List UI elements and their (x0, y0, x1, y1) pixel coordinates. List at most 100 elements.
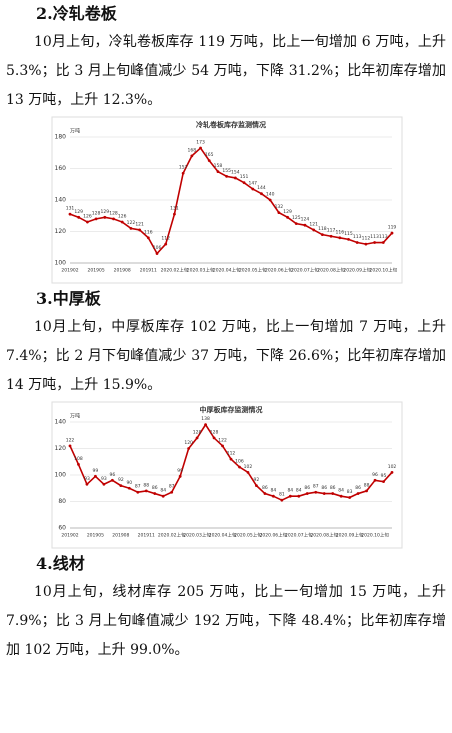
point (303, 223, 307, 227)
data-label: 84 (338, 488, 344, 494)
point (68, 444, 72, 448)
chart-frame (51, 116, 403, 284)
data-label: 116 (144, 229, 153, 235)
point (119, 484, 123, 487)
x-tick-label: 201902 (61, 268, 78, 274)
point (94, 217, 98, 221)
y-tick-label: 120 (55, 228, 67, 235)
point (102, 482, 106, 486)
point (146, 236, 150, 240)
point (77, 463, 80, 466)
data-label: 119 (388, 225, 397, 231)
point (280, 498, 284, 502)
point (338, 236, 342, 240)
x-tick-label: 201905 (87, 533, 104, 539)
x-tick-label: 201902 (61, 533, 78, 539)
data-label: 173 (196, 140, 205, 146)
data-label: 126 (83, 214, 92, 220)
data-label: 87 (169, 484, 175, 490)
data-label: 87 (135, 484, 141, 490)
x-tick-label: 201905 (88, 268, 105, 274)
point (199, 146, 202, 150)
point (305, 492, 309, 495)
point (204, 423, 207, 427)
data-label: 86 (304, 485, 310, 491)
x-tick-label: 2020.03上旬 (183, 532, 211, 539)
data-label: 88 (364, 482, 370, 488)
point (86, 220, 89, 224)
point (195, 436, 199, 440)
point (112, 217, 115, 221)
point (268, 198, 272, 202)
point (212, 436, 216, 440)
data-label: 86 (355, 485, 361, 491)
point (161, 494, 165, 498)
point (373, 478, 377, 482)
point (381, 241, 385, 244)
data-label: 131 (170, 206, 179, 212)
chart-title: 中厚板库存监测情况 (200, 405, 263, 414)
line (69, 146, 393, 255)
data-label: 168 (188, 147, 197, 153)
point (68, 212, 72, 216)
point (382, 480, 385, 484)
x-tick-label: 2020.02上旬 (158, 532, 186, 539)
data-label: 132 (275, 204, 284, 210)
data-label: 93 (84, 476, 90, 482)
point (348, 496, 352, 499)
x-tick-label: 2020.09上旬 (336, 532, 364, 539)
data-label: 154 (231, 169, 240, 175)
data-label: 112 (227, 451, 236, 457)
data-label: 99 (93, 468, 99, 474)
point (390, 470, 394, 474)
data-label: 86 (330, 485, 336, 491)
data-label: 84 (160, 488, 166, 494)
point (181, 171, 185, 175)
y-tick-label: 100 (55, 472, 67, 479)
paragraph: 10月上旬，冷轧卷板库存 119 万吨，比上一旬增加 6 万吨，上升 5.3%；… (6, 34, 446, 108)
point (129, 226, 133, 230)
data-label: 112 (161, 236, 170, 242)
data-label: 115 (344, 231, 353, 237)
paragraph: 10月上旬，中厚板库存 102 万吨，比上一旬增加 7 万吨，上升 7.4%；比… (6, 319, 446, 393)
data-label: 92 (118, 477, 124, 483)
data-label: 131 (66, 206, 75, 212)
data-label: 128 (92, 210, 101, 216)
data-label: 83 (347, 489, 353, 495)
data-label: 102 (244, 464, 253, 470)
x-tick-label: 2020.04上旬 (209, 532, 237, 539)
point (288, 494, 292, 498)
y-unit: 万吨 (70, 413, 80, 420)
data-label: 84 (287, 488, 293, 494)
data-label: 86 (262, 485, 268, 491)
data-label: 118 (318, 226, 327, 232)
x-tick-label: 201908 (112, 533, 129, 539)
heading: 4.线材 (36, 554, 85, 573)
x-tick-label: 2020.04上旬 (213, 267, 241, 274)
point (136, 490, 140, 494)
data-label: 88 (143, 482, 149, 488)
point (364, 242, 368, 246)
point (390, 231, 394, 235)
x-tick-label: 2020.10上旬 (361, 532, 389, 539)
point (242, 181, 246, 185)
x-tick-label: 2020.08上旬 (317, 267, 345, 274)
y-tick-label: 160 (55, 165, 67, 172)
data-label: 155 (222, 168, 231, 174)
point (246, 470, 250, 474)
data-label: 117 (327, 228, 336, 234)
point (263, 492, 267, 495)
point (355, 241, 359, 244)
point (365, 489, 368, 493)
point (260, 192, 263, 196)
y-tick-label: 140 (55, 419, 67, 426)
y-tick-label: 80 (58, 498, 66, 505)
point (286, 215, 289, 219)
point (294, 222, 298, 226)
point (127, 486, 131, 490)
data-label: 102 (388, 464, 397, 470)
point (312, 228, 316, 232)
data-label: 151 (240, 174, 249, 180)
data-label: 96 (372, 472, 378, 478)
point (173, 212, 176, 216)
